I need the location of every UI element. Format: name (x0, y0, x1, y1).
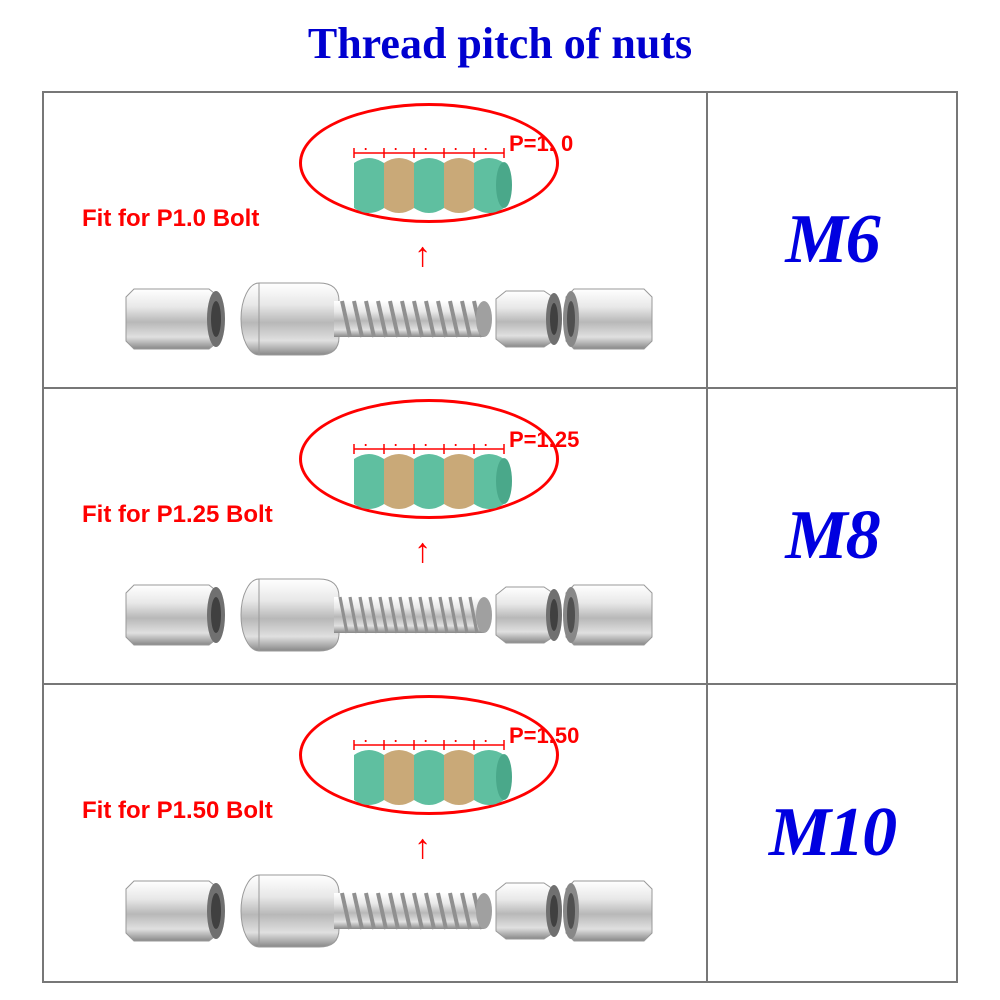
row-figure-cell: Fit for P1.25 Bolt P=1.25 PP PP P (44, 389, 706, 683)
svg-text:P: P (394, 148, 402, 153)
bolt-assembly (124, 565, 654, 665)
svg-text:P: P (424, 148, 432, 153)
bolt-assembly (124, 861, 654, 961)
thread-callout: P=1.50 PP PP P (299, 695, 589, 835)
svg-text:P: P (424, 444, 432, 449)
bolt-assembly (124, 269, 654, 369)
svg-text:P: P (364, 444, 372, 449)
row-size-cell: M6 (706, 93, 956, 387)
thread-callout: P=1.25 PP PP P (299, 399, 589, 539)
fit-label: Fit for P1.50 Bolt (82, 797, 273, 825)
svg-text:P: P (454, 148, 462, 153)
svg-text:P: P (484, 740, 492, 745)
svg-text:P: P (484, 444, 492, 449)
svg-text:P: P (364, 740, 372, 745)
svg-text:P: P (454, 444, 462, 449)
thread-diagram: PP PP P (344, 444, 524, 509)
svg-text:P: P (364, 148, 372, 153)
row-figure-cell: Fit for P1.50 Bolt P=1.50 PP PP P (44, 685, 706, 981)
size-label: M6 (785, 200, 878, 280)
size-label: M8 (785, 496, 878, 576)
page-title: Thread pitch of nuts (0, 0, 1000, 91)
size-label: M10 (769, 793, 895, 873)
pitch-table: Fit for P1.0 Bolt P=1. 0 PP PP P (42, 91, 958, 983)
arrow-up-icon: ↑ (414, 831, 431, 865)
svg-text:P: P (394, 740, 402, 745)
svg-text:P: P (454, 740, 462, 745)
arrow-up-icon: ↑ (414, 535, 431, 569)
row-size-cell: M8 (706, 389, 956, 683)
svg-text:P: P (394, 444, 402, 449)
row-size-cell: M10 (706, 685, 956, 981)
fit-label: Fit for P1.0 Bolt (82, 205, 259, 233)
table-row: Fit for P1.25 Bolt P=1.25 PP PP P (44, 389, 956, 685)
fit-label: Fit for P1.25 Bolt (82, 501, 273, 529)
svg-text:P: P (484, 148, 492, 153)
thread-diagram: PP PP P (344, 740, 524, 805)
thread-diagram: PP PP P (344, 148, 524, 213)
table-row: Fit for P1.0 Bolt P=1. 0 PP PP P (44, 93, 956, 389)
row-figure-cell: Fit for P1.0 Bolt P=1. 0 PP PP P (44, 93, 706, 387)
svg-text:P: P (424, 740, 432, 745)
thread-callout: P=1. 0 PP PP P (299, 103, 589, 243)
table-row: Fit for P1.50 Bolt P=1.50 PP PP P (44, 685, 956, 981)
arrow-up-icon: ↑ (414, 239, 431, 273)
